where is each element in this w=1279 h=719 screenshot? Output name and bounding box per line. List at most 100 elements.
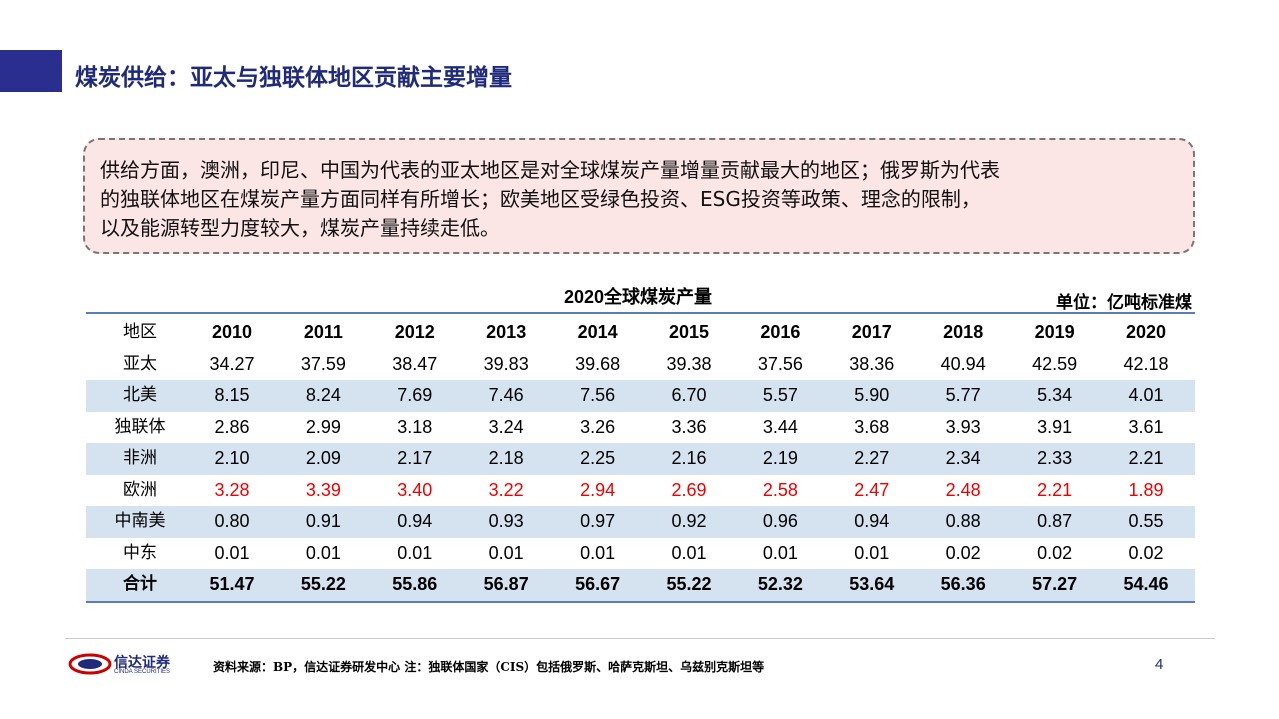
cell: 2.10	[214, 448, 250, 468]
cell: 55.22	[666, 574, 712, 594]
cell: 2.58	[762, 479, 798, 500]
cell: 2.48	[945, 479, 981, 500]
cell: 2010	[211, 322, 253, 342]
cell: 2.19	[762, 448, 798, 468]
cell: 2014	[577, 322, 618, 342]
logo-en: CINDA SECURITIES	[114, 669, 171, 675]
table-rule	[86, 312, 1195, 314]
cell: 3.61	[1128, 416, 1164, 437]
cell: 42.18	[1123, 353, 1169, 374]
cell: 2.21	[1128, 448, 1164, 468]
cell: 0.97	[580, 511, 616, 531]
cell: 42.59	[1032, 353, 1078, 374]
cell: 3.28	[214, 479, 250, 500]
cell: 2.25	[580, 448, 616, 468]
cell: 2.69	[671, 479, 707, 500]
cell: 40.94	[940, 353, 986, 374]
row-label: 非洲	[123, 448, 157, 468]
cell: 2.99	[305, 416, 341, 437]
cell: 0.01	[671, 542, 707, 563]
cell: 0.01	[488, 542, 524, 563]
cell: 2.34	[945, 448, 981, 468]
cell: 2.18	[488, 448, 524, 468]
cell: 0.01	[580, 542, 616, 563]
cell: 0.93	[488, 511, 524, 531]
summary-line: 以及能源转型力度较大，煤炭产量持续走低。	[100, 216, 500, 240]
cell: 0.91	[305, 511, 341, 531]
cell: 2.86	[214, 416, 250, 437]
row-shade	[86, 443, 1195, 475]
table-title: 2020全球煤炭产量	[563, 287, 713, 307]
cell: 8.24	[305, 385, 341, 405]
table-rule	[86, 600, 1195, 603]
cell: 3.18	[397, 416, 433, 437]
cell: 0.02	[945, 542, 981, 563]
title: 煤炭供给：亚太与独联体地区贡献主要增量	[75, 64, 512, 90]
cell: 0.02	[1037, 542, 1073, 563]
cell: 2.33	[1037, 448, 1073, 468]
summary-line: 的独联体地区在煤炭产量方面同样有所增长；欧美地区受绿色投资、ESG投资等政策、理…	[100, 187, 981, 211]
cell: 37.59	[300, 353, 346, 374]
cell: 5.57	[762, 385, 798, 405]
cell: 2020	[1125, 322, 1167, 342]
cell: 55.86	[392, 574, 438, 594]
cell: 2019	[1034, 322, 1075, 342]
row-label: 合计	[123, 574, 157, 594]
cell: 2.16	[671, 448, 707, 468]
row-label: 独联体	[114, 416, 166, 437]
cell: 3.36	[671, 416, 707, 437]
cell: 2015	[668, 322, 710, 342]
cell: 1.89	[1128, 479, 1164, 500]
cell: 2.17	[397, 448, 433, 468]
cell: 0.96	[762, 511, 798, 531]
cell: 2016	[760, 322, 801, 342]
cell: 3.24	[488, 416, 524, 437]
title-block	[0, 50, 62, 92]
cell: 3.22	[488, 479, 524, 500]
cell: 7.69	[397, 385, 433, 405]
cell: 0.01	[214, 542, 250, 563]
row-label: 地区	[123, 322, 157, 342]
cell: 3.93	[945, 416, 981, 437]
source: 资料来源：BP，信达证券研发中心 注：独联体国家（CIS）包括俄罗斯、哈萨克斯坦…	[213, 660, 765, 674]
cell: 39.83	[483, 353, 529, 374]
cell: 39.68	[575, 353, 621, 374]
row-shade	[86, 506, 1195, 538]
cell: 0.02	[1128, 542, 1164, 563]
footer-line	[65, 638, 1215, 639]
cell: 0.80	[214, 511, 250, 531]
page-number: 4	[1155, 656, 1164, 673]
cell: 8.15	[214, 385, 250, 405]
cell: 5.34	[1037, 385, 1073, 405]
cell: 0.94	[397, 511, 433, 531]
cell: 56.67	[575, 574, 621, 594]
cell: 3.26	[580, 416, 616, 437]
unit: 单位：亿吨标准煤	[1056, 293, 1192, 312]
summary-box	[83, 138, 1195, 254]
cell: 39.38	[666, 353, 712, 374]
cell: 2017	[851, 322, 892, 342]
cell: 2013	[486, 322, 527, 342]
cell: 3.68	[854, 416, 890, 437]
row-shade	[86, 380, 1195, 412]
row-label: 中南美	[114, 511, 166, 531]
cell: 0.88	[945, 511, 981, 531]
cell: 54.46	[1123, 574, 1169, 594]
cell: 3.40	[397, 479, 433, 500]
cell: 5.77	[945, 385, 981, 405]
cell: 2.09	[305, 448, 341, 468]
cell: 7.46	[488, 385, 524, 405]
cell: 0.55	[1128, 511, 1164, 531]
cell: 0.94	[854, 511, 890, 531]
row-label: 亚太	[123, 353, 157, 374]
cell: 52.32	[757, 574, 803, 594]
cell: 0.01	[397, 542, 433, 563]
cell: 34.27	[209, 353, 255, 374]
cell: 38.36	[849, 353, 895, 374]
cell: 55.22	[300, 574, 346, 594]
cell: 53.64	[849, 574, 895, 594]
cell: 5.90	[854, 385, 890, 405]
row-label: 欧洲	[123, 479, 157, 500]
cell: 2012	[394, 322, 435, 342]
